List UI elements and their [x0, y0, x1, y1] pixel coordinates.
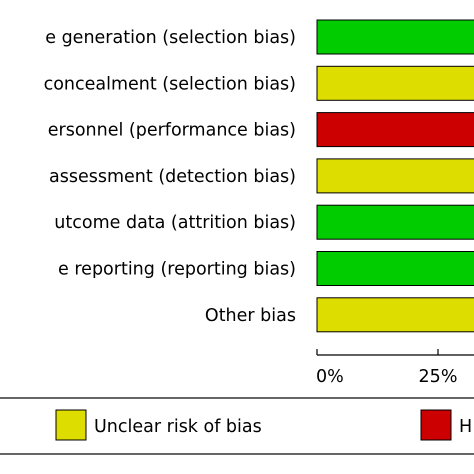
legend-label: Unclear risk of bias [94, 417, 262, 437]
category-label: e reporting (reporting bias) [58, 260, 296, 280]
category-label: concealment (selection bias) [44, 74, 296, 94]
bar-segment [316, 251, 474, 286]
category-label: utcome data (attrition bias) [54, 213, 296, 233]
category-label: e generation (selection bias) [45, 28, 296, 48]
x-tick-label: 25% [419, 367, 458, 387]
bar-segment [316, 112, 474, 148]
bar-segment [316, 65, 474, 101]
bar-segment [316, 19, 474, 55]
bar-segment [316, 158, 474, 194]
category-label: assessment (detection bias) [49, 167, 296, 187]
bar-segment [316, 297, 474, 333]
legend-label: H [459, 417, 472, 437]
category-label: Other bias [205, 306, 296, 326]
legend-swatch [420, 409, 452, 441]
category-label: ersonnel (performance bias) [48, 121, 296, 141]
bar-segment [316, 204, 474, 240]
legend-swatch [55, 409, 87, 441]
x-tick-label: 0% [316, 367, 344, 387]
